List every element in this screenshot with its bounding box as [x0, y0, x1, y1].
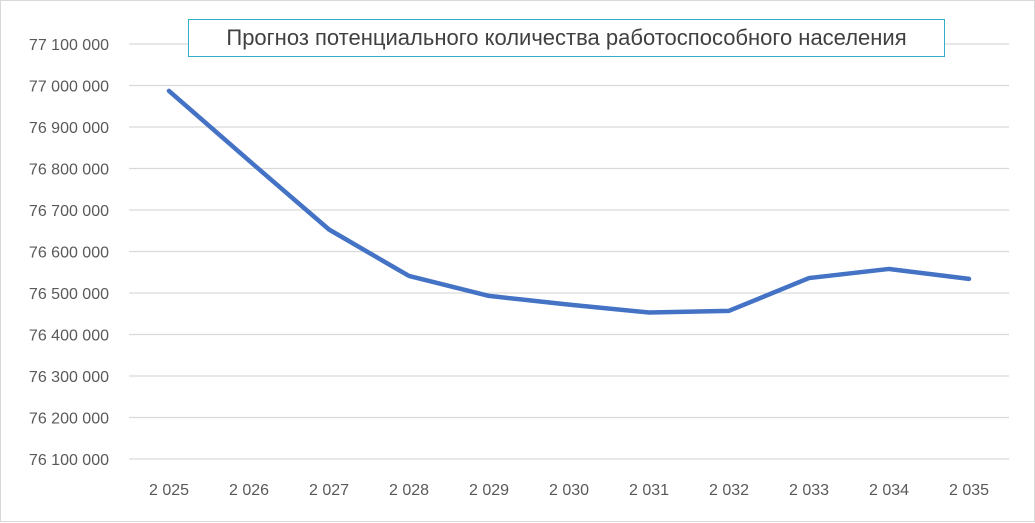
y-tick-label: 77 000 000 — [29, 79, 109, 96]
x-tick-label: 2 034 — [869, 482, 909, 499]
y-tick-label: 76 400 000 — [29, 328, 109, 345]
y-tick-label: 76 500 000 — [29, 286, 109, 303]
y-tick-label: 76 300 000 — [29, 369, 109, 386]
x-tick-label: 2 031 — [629, 482, 669, 499]
x-tick-label: 2 026 — [229, 482, 269, 499]
x-tick-label: 2 030 — [549, 482, 589, 499]
y-tick-label: 77 100 000 — [29, 37, 109, 54]
series-line — [169, 91, 969, 313]
x-tick-label: 2 032 — [709, 482, 749, 499]
x-tick-label: 2 029 — [469, 482, 509, 499]
y-tick-label: 76 200 000 — [29, 411, 109, 428]
x-tick-label: 2 025 — [149, 482, 189, 499]
y-tick-label: 76 100 000 — [29, 452, 109, 469]
x-tick-label: 2 035 — [949, 482, 989, 499]
x-tick-label: 2 027 — [309, 482, 349, 499]
x-tick-label: 2 033 — [789, 482, 829, 499]
y-tick-label: 76 800 000 — [29, 162, 109, 179]
y-tick-label: 76 600 000 — [29, 245, 109, 262]
y-tick-label: 76 700 000 — [29, 203, 109, 220]
x-tick-label: 2 028 — [389, 482, 429, 499]
chart-title: Прогноз потенциального количества работо… — [188, 19, 945, 57]
y-tick-label: 76 900 000 — [29, 120, 109, 137]
